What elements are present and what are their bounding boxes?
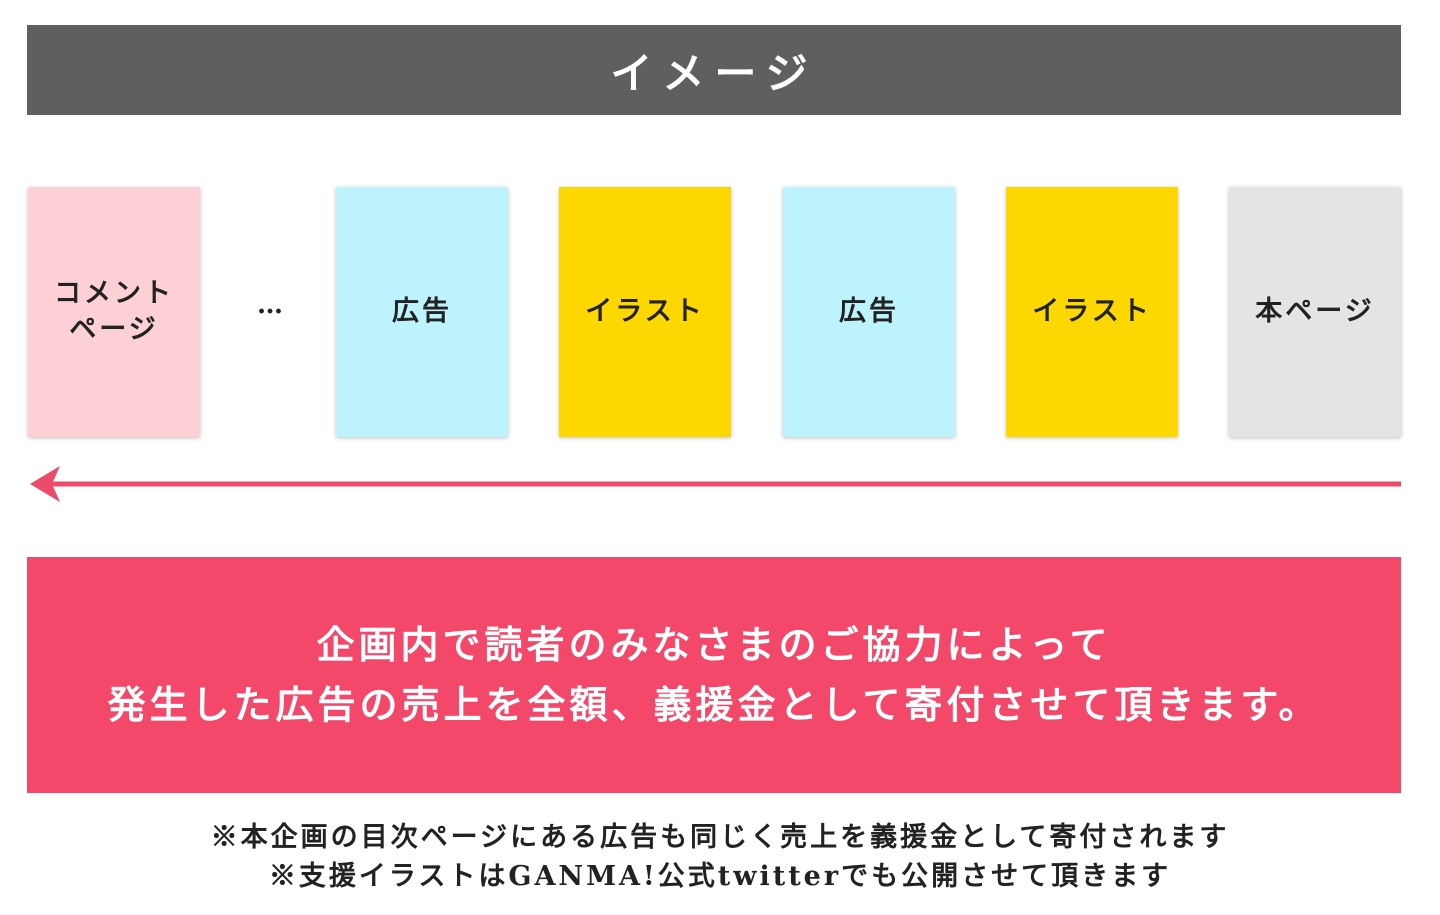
card-label: 広告 (839, 296, 899, 327)
card: コメント ページ (28, 187, 200, 437)
card: 広告 (783, 187, 955, 437)
card: イラスト (1006, 187, 1178, 437)
card-label: イラスト (1032, 296, 1152, 327)
notice: 企画内で読者のみなさまのご協力によって 発生した広告の売上を全額、義援金として寄… (27, 557, 1401, 793)
card-label: コメント (54, 278, 174, 309)
card-label: イラスト (585, 296, 705, 327)
card: 広告 (336, 187, 508, 437)
footnote: ※本企画の目次ページにある広告も同じく売上を義援金として寄付されます (210, 822, 1230, 853)
ellipsis: … (257, 290, 283, 320)
card: イラスト (559, 187, 731, 437)
card-label: 本ページ (1255, 296, 1375, 327)
arrow-head (30, 466, 60, 502)
notice-line: 発生した広告の売上を全額、義援金として寄付させて頂きます。 (107, 682, 1321, 727)
card: 本ページ (1229, 187, 1401, 437)
card-label: 広告 (392, 296, 452, 327)
card-label: ページ (69, 314, 159, 345)
footnote: ※支援イラストはGANMA!公式twitterでも公開させて頂きます (268, 861, 1172, 892)
notice-line: 企画内で読者のみなさまのご協力によって (316, 622, 1112, 667)
header-title: イメージ (27, 25, 1401, 115)
direction-arrow (30, 466, 1401, 502)
footnotes: ※本企画の目次ページにある広告も同じく売上を義援金として寄付されます ※支援イラ… (0, 818, 1440, 896)
